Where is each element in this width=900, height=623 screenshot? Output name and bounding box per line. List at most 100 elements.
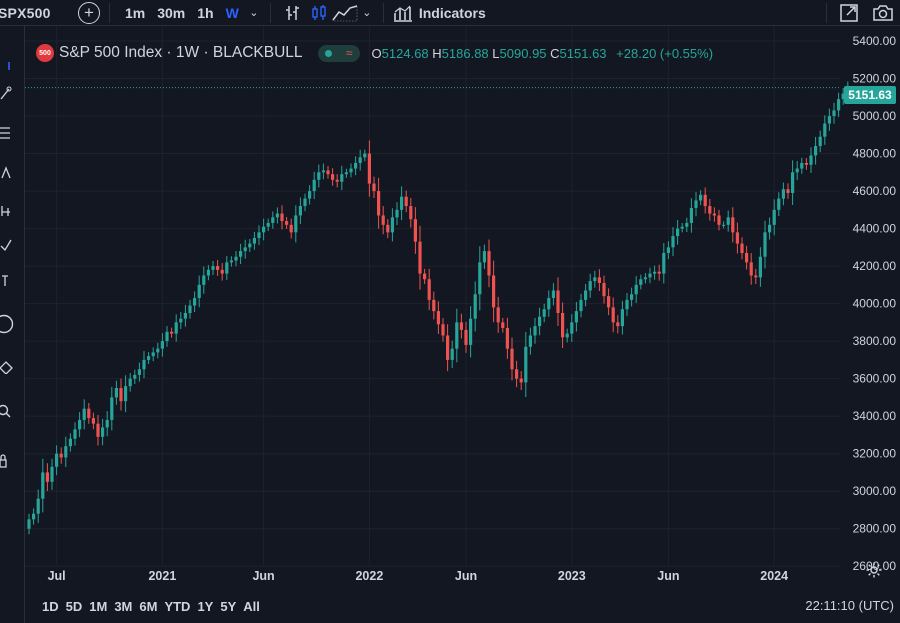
emoji-icon[interactable] xyxy=(0,314,14,334)
indicators-button[interactable]: Indicators xyxy=(393,4,486,22)
price-tick-label: 3800.00 xyxy=(853,334,897,348)
candle-body xyxy=(73,429,77,439)
market-status-pill[interactable]: ≈ xyxy=(317,44,360,62)
candle-body xyxy=(317,172,321,180)
camera-icon[interactable] xyxy=(870,3,896,23)
candle-body xyxy=(837,99,841,111)
fullscreen-icon[interactable] xyxy=(836,3,862,23)
candle-body xyxy=(800,162,804,169)
candle-body xyxy=(271,217,275,223)
symbol-search[interactable]: SPX500 xyxy=(0,4,51,21)
utc-clock[interactable]: 22:11:10 (UTC) xyxy=(805,598,894,613)
ruler-icon[interactable] xyxy=(0,360,14,374)
candle-body xyxy=(87,408,91,419)
area-chart-type-icon[interactable] xyxy=(332,3,358,23)
range-5y[interactable]: 5Y xyxy=(220,598,237,614)
candles xyxy=(27,81,850,535)
candle-body xyxy=(542,309,546,317)
candle-body xyxy=(607,296,611,308)
candle-body xyxy=(754,275,758,278)
candle-body xyxy=(119,388,123,402)
candle-body xyxy=(110,397,114,420)
cursor-icon[interactable] xyxy=(0,62,14,76)
candle-body xyxy=(620,309,624,327)
prediction-icon[interactable] xyxy=(0,204,14,218)
candle-body xyxy=(441,324,445,336)
price-tick-label: 2600.00 xyxy=(853,559,897,573)
candle-body xyxy=(390,217,394,233)
chart-area[interactable]: 2600.00 2800.00 3000.00 3200.00 3400.00 3600.… xyxy=(25,26,900,585)
open-value: 5124.68 xyxy=(381,45,429,61)
interval-chevron-down-icon[interactable]: ⌄ xyxy=(249,7,259,19)
candle-body xyxy=(206,269,210,276)
candle-body xyxy=(193,297,197,306)
candle-body xyxy=(156,348,160,353)
range-1m[interactable]: 1M xyxy=(89,598,108,614)
range-1d[interactable]: 1D xyxy=(42,598,59,614)
candle-body xyxy=(321,170,325,173)
candle-body xyxy=(547,297,551,310)
candle-body xyxy=(137,369,141,375)
candles-chart-type-icon[interactable] xyxy=(306,3,332,23)
time-axis: Jul 2021 Jun 2022 Jun 2023 Jun 2024 xyxy=(48,569,789,583)
candle-body xyxy=(243,247,247,252)
indicators-label: Indicators xyxy=(418,4,486,21)
pattern-icon[interactable] xyxy=(0,166,14,180)
candle-body xyxy=(694,200,698,208)
candle-body xyxy=(289,224,293,233)
candle-body xyxy=(809,155,813,165)
candle-body xyxy=(625,299,629,310)
zoom-icon[interactable] xyxy=(0,404,14,418)
candle-body xyxy=(768,224,772,233)
last-price-badge: 5151.63 xyxy=(844,86,896,104)
candle-body xyxy=(59,453,63,458)
text-icon[interactable] xyxy=(0,274,14,288)
candle-body xyxy=(82,408,86,420)
high-label: H xyxy=(432,45,442,61)
candle-body xyxy=(308,191,312,199)
candle-body xyxy=(381,215,385,225)
brush-icon[interactable] xyxy=(0,238,14,252)
candle-body xyxy=(427,279,431,300)
candle-body xyxy=(367,153,371,184)
candle-body xyxy=(202,275,206,285)
lock-icon[interactable] xyxy=(0,454,14,468)
bars-chart-type-icon[interactable] xyxy=(280,3,306,23)
legend-title[interactable]: S&P 500 Index · 1W · BLACKBULL xyxy=(59,44,303,61)
add-symbol-icon[interactable]: + xyxy=(78,1,100,24)
chart-type-chevron-down-icon[interactable]: ⌄ xyxy=(362,7,372,19)
price-tick-label: 5400.00 xyxy=(853,34,897,48)
candle-body xyxy=(377,191,381,216)
candle-body xyxy=(363,153,367,158)
candle-body xyxy=(827,116,831,124)
interval-1h[interactable]: 1h xyxy=(197,4,214,21)
interval-30m[interactable]: 30m xyxy=(157,4,186,21)
candle-body xyxy=(225,262,229,274)
candle-body xyxy=(349,168,353,173)
range-3m[interactable]: 3M xyxy=(114,598,133,614)
range-ytd[interactable]: YTD xyxy=(164,598,191,614)
fib-retracement-icon[interactable] xyxy=(0,126,14,140)
time-tick-label: 2024 xyxy=(760,569,788,583)
range-1y[interactable]: 1Y xyxy=(197,598,214,614)
candle-body xyxy=(841,93,845,100)
candle-body xyxy=(492,275,496,308)
candle-body xyxy=(400,196,404,210)
interval-1m[interactable]: 1m xyxy=(125,4,146,21)
interval-w[interactable]: W xyxy=(225,4,239,21)
candle-body xyxy=(27,519,31,529)
chart-settings-gear-icon[interactable] xyxy=(865,561,883,579)
time-tick-label: Jun xyxy=(252,569,274,583)
candle-body xyxy=(501,322,505,329)
candle-body xyxy=(570,322,574,334)
trend-line-icon[interactable] xyxy=(0,86,14,100)
candlestick-chart[interactable]: 2600.00 2800.00 3000.00 3200.00 3400.00 3600.… xyxy=(25,26,900,585)
range-6m[interactable]: 6M xyxy=(139,598,158,614)
range-all[interactable]: All xyxy=(243,598,260,614)
candle-body xyxy=(432,299,436,312)
ohlc-values: O5124.68 H5186.88 L5090.95 C5151.63 +28.… xyxy=(372,46,714,61)
candle-body xyxy=(639,279,643,285)
range-5d[interactable]: 5D xyxy=(65,598,83,614)
candle-body xyxy=(395,209,399,218)
candle-body xyxy=(685,222,689,227)
